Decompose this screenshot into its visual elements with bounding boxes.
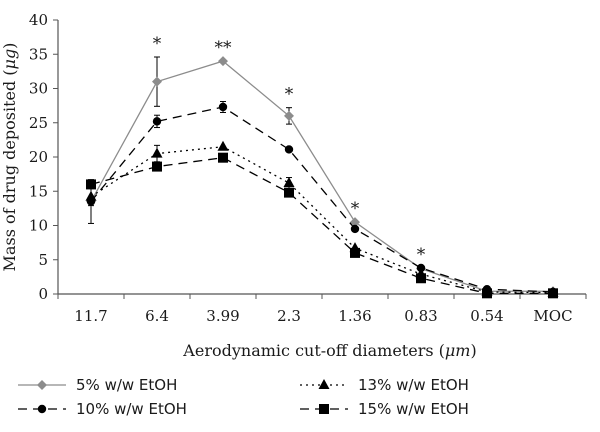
data-point: [218, 56, 228, 67]
x-tick-label: 6.4: [145, 307, 169, 325]
x-tick-label: 3.99: [206, 307, 239, 325]
data-point: [86, 179, 96, 190]
significance-marker: *: [285, 85, 294, 105]
data-point: [482, 288, 492, 299]
y-tick-label: 30: [29, 80, 48, 98]
legend-item: 15% w/w EtOH: [300, 400, 469, 418]
x-tick-label: 0.54: [470, 307, 503, 325]
data-point: [85, 190, 97, 201]
legend: 5% w/w EtOH 10% w/w EtOH 13% w/w EtOH 15% w…: [18, 376, 469, 418]
x-tick-label: 11.7: [74, 307, 107, 325]
x-tick-label: 1.36: [338, 307, 371, 325]
legend-marker: [319, 404, 329, 414]
data-point: [284, 110, 294, 121]
y-tick-label: 35: [29, 45, 48, 63]
data-point: [416, 263, 426, 273]
significance-marker: **: [215, 38, 233, 58]
data-point: [350, 217, 360, 228]
legend-marker: [37, 380, 47, 390]
y-tick-label: 0: [38, 285, 48, 303]
y-ticks: 0 5 10 15 20 25 30 35 40: [29, 11, 58, 303]
y-tick-label: 10: [29, 217, 48, 235]
legend-marker: [318, 379, 330, 389]
data-point: [416, 273, 426, 284]
x-axis-title: Aerodynamic cut-off diameters (μm): [182, 341, 476, 360]
data-point: [283, 177, 295, 188]
data-point: [284, 187, 294, 198]
y-tick-label: 40: [29, 11, 48, 29]
data-point: [350, 247, 360, 258]
legend-label: 13% w/w EtOH: [358, 376, 469, 394]
series-line: [90, 106, 554, 293]
data-point: [350, 224, 360, 234]
significance-marker: *: [417, 245, 426, 265]
data-point: [152, 76, 162, 87]
series-line: [90, 157, 553, 294]
y-tick-label: 15: [29, 182, 48, 200]
legend-label: 10% w/w EtOH: [76, 400, 187, 418]
x-tick-label: 0.83: [404, 307, 437, 325]
significance-marker: *: [351, 199, 360, 219]
legend-label: 5% w/w EtOH: [76, 376, 177, 394]
y-axis-title: Mass of drug deposited (μg): [0, 43, 19, 272]
legend-marker: [37, 404, 47, 414]
series-4: [86, 152, 558, 299]
data-point: [151, 147, 163, 158]
data-point: [284, 145, 294, 154]
y-tick-label: 20: [29, 148, 48, 166]
series-line: [90, 60, 553, 292]
legend-label: 15% w/w EtOH: [358, 400, 469, 418]
data-point: [217, 140, 229, 151]
legend-item: 13% w/w EtOH: [300, 376, 469, 394]
data-point: [218, 102, 228, 112]
y-tick-label: 5: [38, 251, 48, 269]
series-2: [86, 101, 558, 297]
axes: [57, 20, 586, 295]
series-group: [85, 56, 559, 299]
legend-item: 10% w/w EtOH: [18, 400, 187, 418]
legend-item: 5% w/w EtOH: [18, 376, 177, 394]
series-1: [86, 56, 558, 297]
significance-marker: *: [153, 34, 162, 54]
x-ticks: 11.7 6.4 3.99 2.3 1.36 0.83 0.54 MOC: [57, 294, 587, 325]
x-tick-label: 2.3: [277, 307, 301, 325]
data-point: [152, 117, 162, 126]
x-tick-label: MOC: [533, 307, 572, 325]
data-point: [152, 161, 162, 172]
y-tick-label: 25: [29, 114, 48, 132]
significance-markers: * *****: [153, 34, 426, 265]
data-point: [548, 288, 558, 299]
data-point: [218, 152, 228, 163]
